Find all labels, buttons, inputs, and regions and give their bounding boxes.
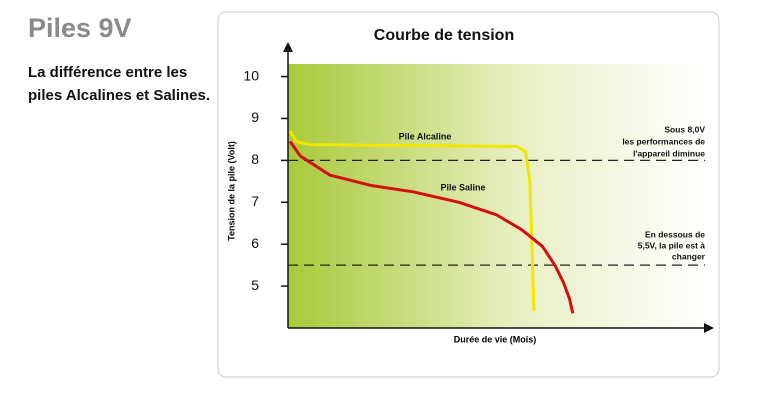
y-tick-label: 10 bbox=[243, 67, 259, 83]
series-line bbox=[288, 140, 575, 314]
reference-label: les performances de bbox=[622, 136, 705, 146]
heading: Piles 9V bbox=[28, 13, 132, 43]
series-label: Pile Saline bbox=[440, 182, 485, 192]
y-tick-label: 7 bbox=[251, 193, 259, 209]
x-arrow bbox=[704, 323, 714, 333]
plot-background bbox=[288, 64, 705, 328]
reference-label: 5,5V, la pile est à bbox=[638, 240, 706, 250]
y-tick-label: 9 bbox=[251, 109, 259, 125]
series-label: Pile Alcaline bbox=[399, 131, 452, 141]
chart-title: Courbe de tension bbox=[374, 27, 514, 44]
subheading: piles Alcalines et Salines. bbox=[28, 87, 210, 104]
y-axis-label: Tension de la pile (Volt) bbox=[226, 141, 236, 241]
reference-label: changer bbox=[672, 251, 706, 261]
x-axis-label: Durée de vie (Mois) bbox=[454, 334, 537, 344]
reference-label: Sous 8,0V bbox=[664, 124, 705, 134]
reference-label: En dessous de bbox=[645, 229, 705, 239]
y-tick-label: 6 bbox=[251, 235, 259, 251]
subheading: La différence entre les bbox=[28, 64, 187, 81]
y-tick-label: 5 bbox=[251, 277, 259, 293]
y-tick-label: 8 bbox=[251, 151, 259, 167]
series-line bbox=[288, 130, 536, 312]
y-arrow bbox=[283, 42, 293, 52]
reference-label: l'appareil diminue bbox=[633, 148, 705, 158]
